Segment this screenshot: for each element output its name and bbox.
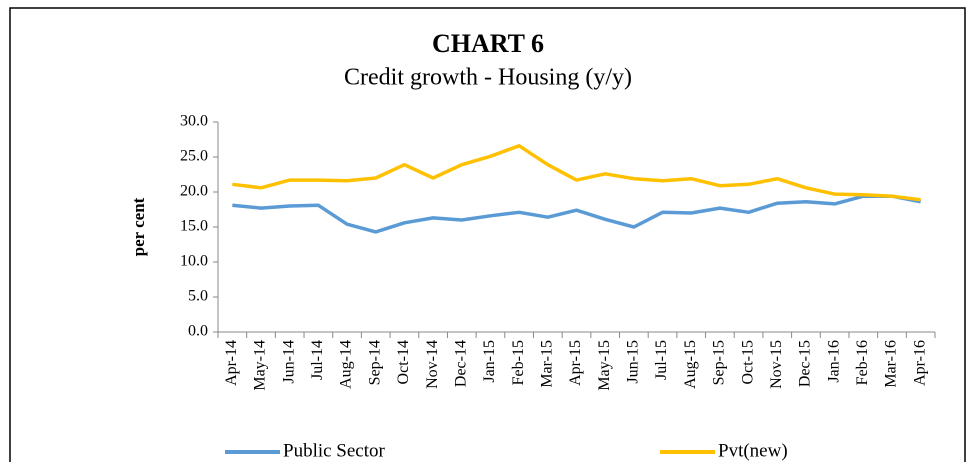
x-tick-label: Jan-16 bbox=[825, 340, 842, 383]
y-tick-label: 0.0 bbox=[188, 323, 208, 340]
x-tick-label: Jul-15 bbox=[653, 340, 670, 380]
y-tick-label: 20.0 bbox=[180, 183, 208, 200]
data-line bbox=[232, 144, 921, 202]
x-tick-label: Mar-15 bbox=[538, 340, 555, 388]
x-tick-label: Aug-15 bbox=[682, 340, 699, 389]
x-tick-label: Sep-15 bbox=[711, 340, 728, 385]
legend-label: Pvt(new) bbox=[718, 440, 788, 461]
x-tick-label: Feb-15 bbox=[510, 340, 527, 385]
x-tick-label: Jan-15 bbox=[481, 340, 498, 383]
x-tick-label: Nov-15 bbox=[768, 340, 785, 389]
x-tick-label: Apr-16 bbox=[911, 340, 928, 386]
x-tick-label: Oct-14 bbox=[395, 340, 412, 384]
x-tick-label: Jun-14 bbox=[280, 340, 297, 384]
x-tick-label: May-15 bbox=[596, 340, 613, 391]
x-tick-label: Apr-15 bbox=[567, 340, 584, 386]
x-tick-label: Feb-16 bbox=[854, 340, 871, 385]
x-tick-label: Jul-14 bbox=[309, 340, 326, 380]
y-tick-label: 25.0 bbox=[180, 148, 208, 165]
y-tick-label: 5.0 bbox=[188, 288, 208, 305]
x-tick-label: Dec-15 bbox=[797, 340, 814, 387]
chart-title: CHART 6 bbox=[432, 29, 544, 58]
y-tick-label: 30.0 bbox=[180, 113, 208, 130]
data-line bbox=[232, 194, 921, 234]
legend-label: Public Sector bbox=[283, 440, 386, 461]
x-tick-label: Apr-14 bbox=[223, 340, 240, 386]
x-tick-label: May-14 bbox=[252, 340, 269, 391]
y-tick-label: 10.0 bbox=[180, 253, 208, 270]
x-tick-label: Sep-14 bbox=[366, 340, 383, 385]
x-tick-label: Aug-14 bbox=[338, 340, 355, 389]
x-tick-label: Oct-15 bbox=[739, 340, 756, 384]
chart-subtitle: Credit growth - Housing (y/y) bbox=[344, 65, 632, 91]
x-tick-label: Mar-16 bbox=[883, 340, 900, 388]
x-tick-label: Dec-14 bbox=[452, 340, 469, 387]
y-axis-label: per cent bbox=[129, 197, 148, 256]
y-tick-label: 15.0 bbox=[180, 218, 208, 235]
x-tick-label: Nov-14 bbox=[424, 340, 441, 389]
x-tick-label: Jun-15 bbox=[625, 340, 642, 384]
chart-border bbox=[9, 7, 966, 462]
